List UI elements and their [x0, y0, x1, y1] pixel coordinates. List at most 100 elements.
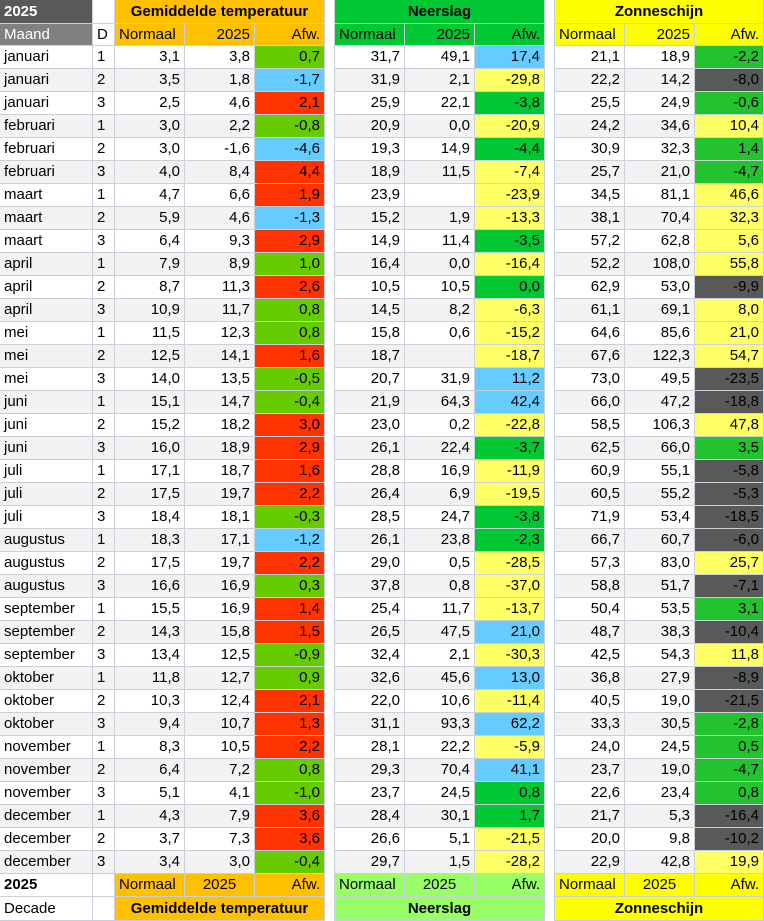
value: 11,5 — [405, 161, 475, 184]
value: 10,6 — [405, 690, 475, 713]
column-footer: Afw. — [255, 874, 325, 897]
value: 66,0 — [625, 437, 695, 460]
deviation: 0,3 — [255, 575, 325, 598]
deviation: -3,5 — [475, 230, 545, 253]
value: 62,9 — [555, 276, 625, 299]
deviation: 25,7 — [695, 552, 764, 575]
deviation: -3,8 — [475, 92, 545, 115]
deviation: 1,4 — [255, 598, 325, 621]
value: 28,8 — [335, 460, 405, 483]
decade: 1 — [93, 736, 115, 759]
deviation: 41,1 — [475, 759, 545, 782]
value: 14,1 — [185, 345, 255, 368]
deviation: -3,8 — [475, 506, 545, 529]
value: 70,4 — [405, 759, 475, 782]
column-header: 2025 — [405, 24, 475, 46]
value: 15,2 — [115, 414, 185, 437]
deviation: 42,4 — [475, 391, 545, 414]
value: 32,6 — [335, 667, 405, 690]
value: 18,7 — [335, 345, 405, 368]
value: 58,5 — [555, 414, 625, 437]
deviation: 1,0 — [255, 253, 325, 276]
deviation: -16,4 — [475, 253, 545, 276]
value: 17,1 — [185, 529, 255, 552]
month: juni — [0, 437, 93, 460]
deviation: -3,7 — [475, 437, 545, 460]
value: 12,7 — [185, 667, 255, 690]
group-footer: Zonneschijn — [555, 897, 764, 921]
value: 2,1 — [405, 69, 475, 92]
decade: 2 — [93, 207, 115, 230]
value: 16,4 — [335, 253, 405, 276]
value: 4,6 — [185, 92, 255, 115]
deviation: 62,2 — [475, 713, 545, 736]
deviation: -8,0 — [695, 69, 764, 92]
value: 66,7 — [555, 529, 625, 552]
value: 17,5 — [115, 552, 185, 575]
deviation: 13,0 — [475, 667, 545, 690]
month: oktober — [0, 667, 93, 690]
value: 22,9 — [555, 851, 625, 874]
deviation: -18,7 — [475, 345, 545, 368]
column-footer: Normaal — [115, 874, 185, 897]
deviation: 47,8 — [695, 414, 764, 437]
month: april — [0, 253, 93, 276]
value: 93,3 — [405, 713, 475, 736]
value: 10,7 — [185, 713, 255, 736]
decade: 3 — [93, 437, 115, 460]
month: september — [0, 644, 93, 667]
value: 3,0 — [115, 138, 185, 161]
decade: 2 — [93, 690, 115, 713]
value: 25,9 — [335, 92, 405, 115]
deviation: -4,6 — [255, 138, 325, 161]
value: 6,4 — [115, 230, 185, 253]
month: juni — [0, 391, 93, 414]
value: 13,5 — [185, 368, 255, 391]
deviation: -9,9 — [695, 276, 764, 299]
value: 31,7 — [335, 46, 405, 69]
column-footer: Afw. — [475, 874, 545, 897]
value: 21,7 — [555, 805, 625, 828]
month: maart — [0, 184, 93, 207]
value: 2,1 — [405, 644, 475, 667]
column-footer: 2025 — [185, 874, 255, 897]
decade: 2 — [93, 138, 115, 161]
deviation: -6,0 — [695, 529, 764, 552]
deviation: -8,9 — [695, 667, 764, 690]
value: 11,7 — [405, 598, 475, 621]
month: oktober — [0, 690, 93, 713]
value: 18,9 — [625, 46, 695, 69]
value: 18,3 — [115, 529, 185, 552]
month: mei — [0, 368, 93, 391]
deviation: 2,1 — [255, 92, 325, 115]
value: 3,0 — [115, 115, 185, 138]
value: 3,0 — [185, 851, 255, 874]
value: 31,9 — [335, 69, 405, 92]
value: 10,3 — [115, 690, 185, 713]
value: 4,3 — [115, 805, 185, 828]
value: 33,3 — [555, 713, 625, 736]
month: februari — [0, 138, 93, 161]
column-header: Normaal — [555, 24, 625, 46]
value: 60,9 — [555, 460, 625, 483]
value: 45,6 — [405, 667, 475, 690]
deviation: -21,5 — [475, 828, 545, 851]
value — [405, 345, 475, 368]
month: maart — [0, 230, 93, 253]
group-footer: Neerslag — [335, 897, 545, 921]
value: 14,9 — [335, 230, 405, 253]
decade: 3 — [93, 506, 115, 529]
month: november — [0, 759, 93, 782]
month: januari — [0, 46, 93, 69]
deviation: -23,5 — [695, 368, 764, 391]
value: 57,3 — [555, 552, 625, 575]
value: 26,5 — [335, 621, 405, 644]
value: 19,0 — [625, 690, 695, 713]
value: 34,6 — [625, 115, 695, 138]
month: april — [0, 299, 93, 322]
value: 14,3 — [115, 621, 185, 644]
value: 4,0 — [115, 161, 185, 184]
value: 47,5 — [405, 621, 475, 644]
value: 18,7 — [185, 460, 255, 483]
blank — [93, 0, 115, 24]
